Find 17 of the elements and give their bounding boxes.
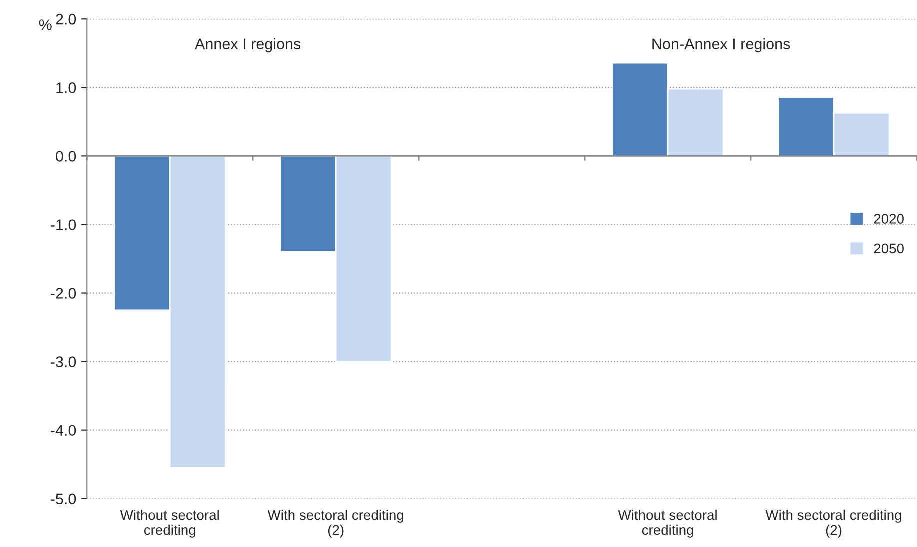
x-tick-label: Without sectoral crediting [618,510,717,538]
y-tick-label: 1.0 [56,82,76,94]
x-tick-label: Without sectoral crediting [120,510,219,538]
legend-label: 2020 [874,214,904,224]
legend-label: 2050 [874,244,904,254]
y-tick-label: 2.0 [56,14,76,25]
annotation: Non-Annex I regions [652,38,790,53]
y-tick-label: 0.0 [56,151,76,162]
y-tick-label: -1.0 [51,220,76,230]
y-tick-label: -4.0 [51,425,76,436]
x-tick-label: With sectoral crediting (2) [766,510,902,538]
y-axis-title: % [39,20,52,30]
x-tick-label: With sectoral crediting (2) [268,510,404,538]
y-tick-label: -2.0 [51,288,76,299]
y-tick-label: -5.0 [51,494,76,505]
annotation: Annex I regions [195,38,301,53]
y-tick-label: -3.0 [51,356,76,368]
